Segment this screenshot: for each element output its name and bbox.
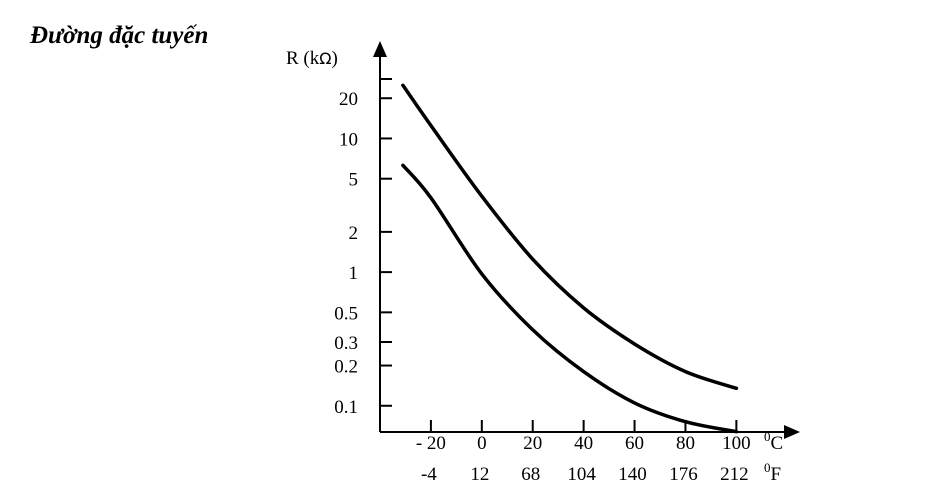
x-tick-label-celsius: 0 — [477, 433, 487, 454]
x-tick-label-fahrenheit: -4 — [421, 464, 437, 485]
x-tick-label-fahrenheit: 140 — [618, 464, 647, 485]
y-tick-label: 0.5 — [334, 303, 358, 324]
x-tick-group: - 20 -4 0 12 20 68 40 104 60 140 80 176 100 212 — [416, 420, 751, 485]
y-tick-group: 20 10 5 2 1 0.5 0.3 0.2 0.1 — [334, 78, 392, 418]
x-tick-label-celsius: 60 — [625, 433, 644, 454]
y-tick-label: 2 — [349, 223, 359, 244]
y-tick-label: 0.3 — [334, 333, 358, 354]
x-tick-label-fahrenheit: 176 — [669, 464, 698, 485]
y-tick-label: 10 — [339, 129, 358, 150]
y-axis-title: R (kΩ) — [286, 48, 338, 69]
chart-heading: Đường đặc tuyến — [30, 22, 209, 49]
series-group — [401, 83, 739, 434]
x-tick-label-celsius: 20 — [523, 433, 542, 454]
y-tick-label: 20 — [339, 89, 358, 110]
x-axis-arrow-icon — [784, 425, 800, 439]
x-tick-label-fahrenheit: 212 — [720, 464, 749, 485]
x-tick-label-fahrenheit: 68 — [521, 464, 540, 485]
series-line-lower — [401, 163, 739, 434]
y-tick-label: 5 — [349, 170, 359, 191]
x-tick-label-fahrenheit: 104 — [567, 464, 596, 485]
x-unit-celsius: 0C — [764, 429, 783, 454]
x-tick-label-celsius: 100 — [722, 433, 751, 454]
x-tick-label-celsius: - 20 — [416, 433, 446, 454]
x-unit-fahrenheit: 0F — [764, 460, 781, 485]
y-tick-label: 0.1 — [334, 397, 358, 418]
x-tick-label-celsius: 80 — [676, 433, 695, 454]
x-tick-label-fahrenheit: 12 — [470, 464, 489, 485]
y-tick-label: 0.2 — [334, 357, 358, 378]
y-tick-label: 1 — [349, 263, 359, 284]
x-tick-label-celsius: 40 — [574, 433, 593, 454]
series-line-upper — [401, 83, 739, 391]
y-axis-arrow-icon — [373, 41, 387, 57]
